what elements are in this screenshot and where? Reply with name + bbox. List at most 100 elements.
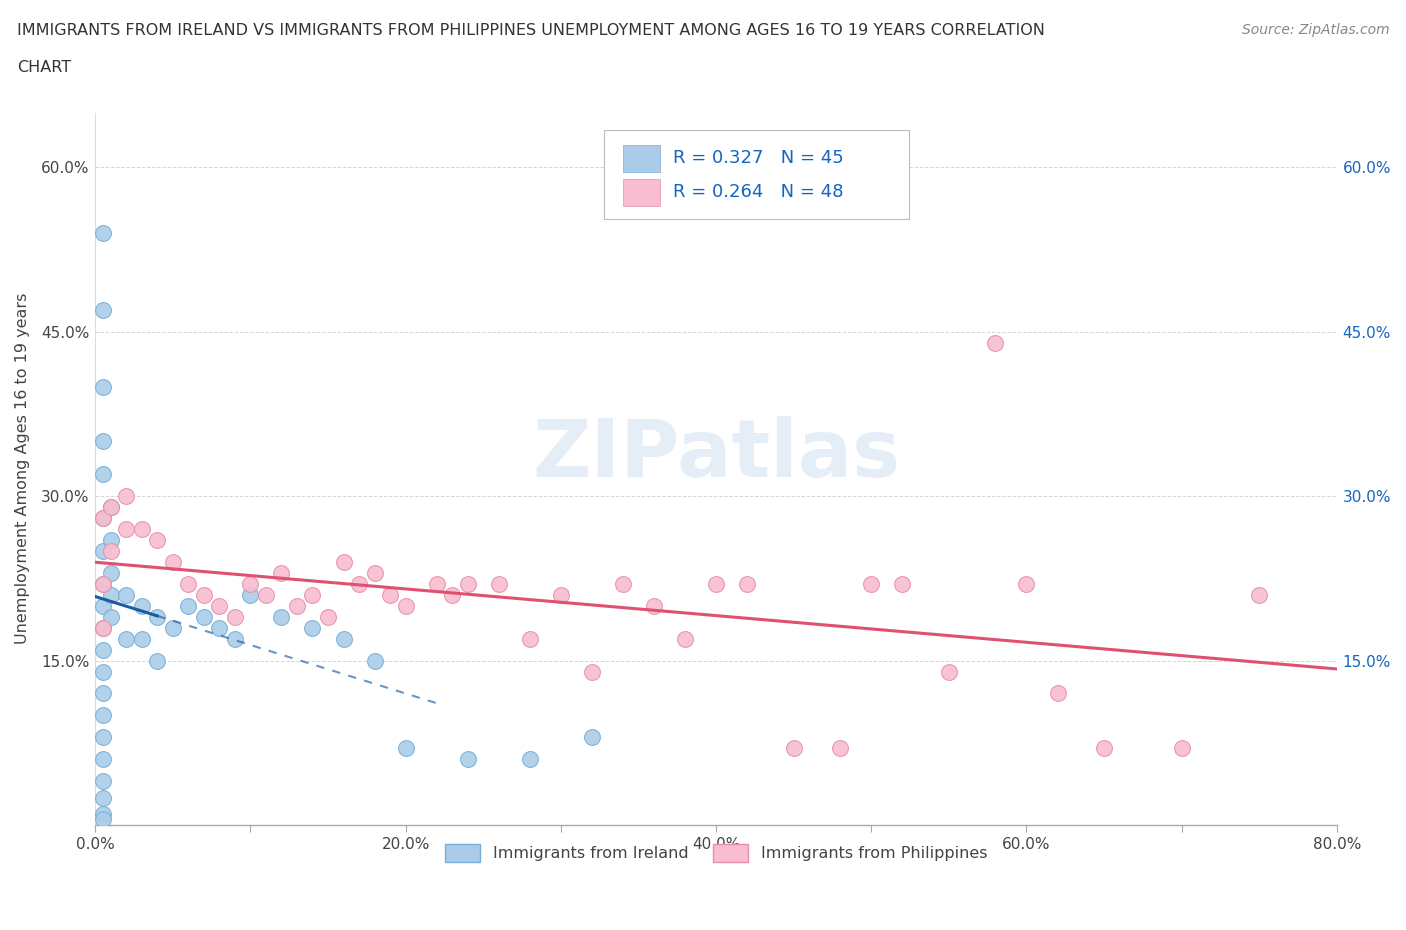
Point <box>1046 686 1069 701</box>
Point <box>270 565 292 580</box>
Point <box>91 730 114 745</box>
Point <box>224 609 246 624</box>
Point <box>91 226 114 241</box>
Point <box>131 522 153 537</box>
Point <box>735 577 758 591</box>
Point <box>91 620 114 635</box>
Point <box>285 598 308 613</box>
Point <box>860 577 883 591</box>
Text: CHART: CHART <box>17 60 70 75</box>
Point <box>643 598 665 613</box>
Point <box>146 609 169 624</box>
Point <box>239 577 262 591</box>
Text: ZIPatlas: ZIPatlas <box>531 416 900 494</box>
Point <box>115 489 138 504</box>
Point <box>239 588 262 603</box>
Point <box>1249 588 1271 603</box>
Point <box>91 543 114 558</box>
Point <box>394 741 416 756</box>
Point <box>91 790 114 805</box>
Point <box>100 533 122 548</box>
Point <box>91 806 114 821</box>
Point <box>457 751 479 766</box>
Point <box>938 664 960 679</box>
Point <box>519 751 541 766</box>
Point <box>177 598 200 613</box>
Y-axis label: Unemployment Among Ages 16 to 19 years: Unemployment Among Ages 16 to 19 years <box>15 293 30 644</box>
Point <box>91 664 114 679</box>
Point <box>1092 741 1115 756</box>
Point <box>363 565 385 580</box>
Point <box>91 620 114 635</box>
Point <box>488 577 510 591</box>
Point <box>394 598 416 613</box>
Point <box>91 379 114 394</box>
Legend: Immigrants from Ireland, Immigrants from Philippines: Immigrants from Ireland, Immigrants from… <box>439 838 994 869</box>
Point <box>208 620 231 635</box>
Point <box>91 708 114 723</box>
Bar <box>623 145 661 172</box>
Point <box>146 653 169 668</box>
Point <box>100 609 122 624</box>
Point <box>332 554 354 569</box>
Point <box>91 812 114 827</box>
Point <box>146 533 169 548</box>
Point <box>100 565 122 580</box>
Point <box>581 664 603 679</box>
Point <box>131 631 153 646</box>
Point <box>91 511 114 525</box>
Point <box>378 588 401 603</box>
Point <box>224 631 246 646</box>
Point <box>100 543 122 558</box>
Point <box>550 588 572 603</box>
Point <box>193 588 215 603</box>
Point <box>162 620 184 635</box>
Text: R = 0.327   N = 45: R = 0.327 N = 45 <box>672 149 844 167</box>
Point <box>270 609 292 624</box>
Point <box>457 577 479 591</box>
Point <box>891 577 914 591</box>
Point <box>782 741 804 756</box>
Point <box>984 336 1007 351</box>
Point <box>162 554 184 569</box>
Point <box>581 730 603 745</box>
Point <box>441 588 464 603</box>
Point <box>100 499 122 514</box>
Point <box>704 577 727 591</box>
Point <box>91 774 114 789</box>
Point <box>91 467 114 482</box>
Point <box>301 620 323 635</box>
Point <box>1170 741 1192 756</box>
Point <box>115 631 138 646</box>
Point <box>115 588 138 603</box>
Point <box>91 642 114 657</box>
Point <box>612 577 634 591</box>
Point <box>1015 577 1038 591</box>
Point <box>91 302 114 317</box>
Point <box>91 686 114 701</box>
Text: R = 0.264   N = 48: R = 0.264 N = 48 <box>672 183 844 202</box>
Point <box>254 588 277 603</box>
Point <box>830 741 852 756</box>
Point <box>91 577 114 591</box>
Point <box>91 598 114 613</box>
Point <box>91 577 114 591</box>
Point <box>131 598 153 613</box>
Point <box>100 588 122 603</box>
Point <box>316 609 339 624</box>
FancyBboxPatch shape <box>605 130 908 219</box>
Text: Source: ZipAtlas.com: Source: ZipAtlas.com <box>1241 23 1389 37</box>
Point <box>673 631 696 646</box>
Point <box>91 751 114 766</box>
Point <box>332 631 354 646</box>
Point <box>208 598 231 613</box>
Point <box>301 588 323 603</box>
Point <box>426 577 449 591</box>
Bar <box>623 179 661 206</box>
Point <box>347 577 370 591</box>
Point <box>177 577 200 591</box>
Point <box>519 631 541 646</box>
Point <box>100 499 122 514</box>
Point <box>363 653 385 668</box>
Point <box>115 522 138 537</box>
